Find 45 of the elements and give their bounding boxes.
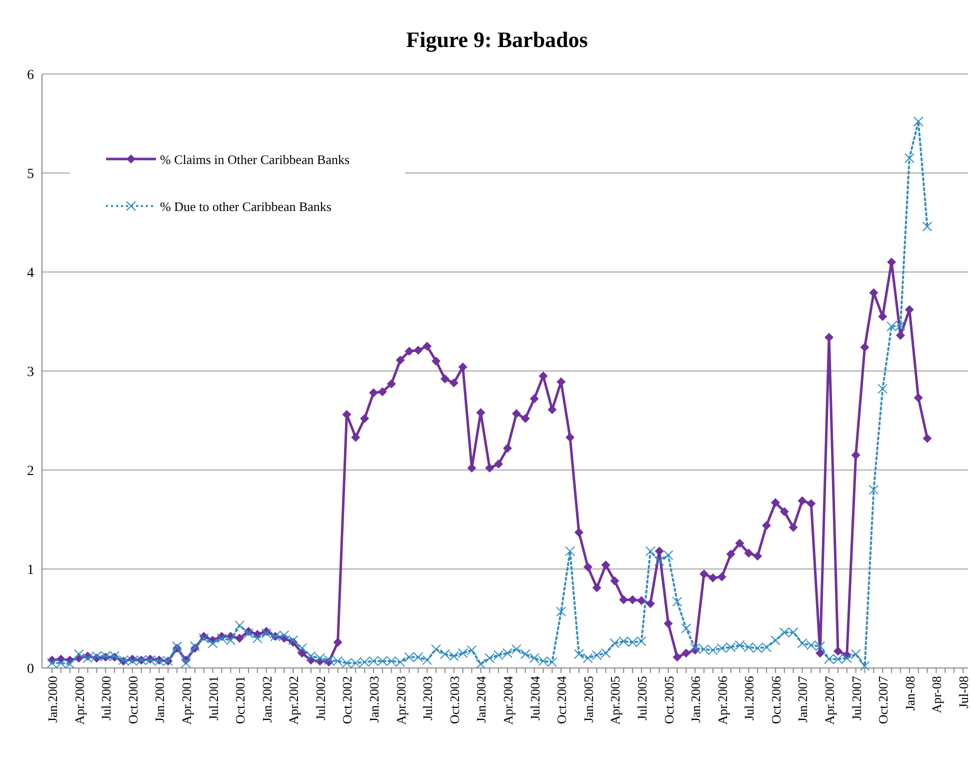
chart-title: Figure 9: Barbados	[406, 27, 588, 52]
x-tick-label: Oct.2004	[554, 676, 570, 724]
x-tick-label: Apr-08	[929, 676, 944, 714]
x-tick-label: Jan.2004	[474, 676, 489, 723]
y-tick-label: 5	[27, 167, 34, 182]
legend-label: % Claims in Other Caribbean Banks	[160, 152, 350, 167]
x-tick-label: Jul-08	[956, 676, 970, 708]
x-tick-label: Apr.2000	[72, 676, 87, 725]
x-tick-label: Apr.2001	[178, 676, 194, 725]
x-tick-label: Jul.2002	[312, 676, 328, 720]
x-tick-label: Jan-08	[902, 676, 918, 711]
x-tick-label: Jan.2003	[366, 676, 382, 723]
legend-label: % Due to other Caribbean Banks	[160, 199, 332, 214]
x-tick-label: Jan.2000	[45, 676, 60, 723]
y-tick-label: 4	[27, 266, 34, 281]
x-tick-label: Jan.2001	[152, 676, 168, 723]
x-tick-label: Oct.2001	[232, 676, 248, 724]
y-tick-label: 1	[27, 563, 34, 578]
x-tick-label: Jan.2002	[259, 676, 274, 723]
x-tick-label: Jul.2000	[98, 676, 114, 720]
y-tick-label: 2	[27, 464, 34, 479]
x-tick-label: Oct.2006	[768, 676, 784, 724]
x-tick-label: Oct.2002	[340, 676, 355, 724]
x-tick-label: Jan.2007	[795, 676, 810, 723]
x-tick-label: Oct.2007	[876, 676, 891, 724]
y-tick-label: 6	[27, 68, 34, 83]
x-tick-label: Jul.2004	[527, 676, 542, 720]
x-tick-label: Jan.2005	[580, 676, 596, 723]
x-tick-label: Apr.2002	[286, 676, 302, 725]
y-tick-label: 0	[27, 662, 34, 677]
x-tick-label: Jul.2005	[634, 676, 650, 720]
x-tick-label: Jul.2006	[742, 676, 757, 720]
x-tick-label: Apr.2007	[822, 676, 838, 725]
x-tick-label: Apr.2005	[608, 676, 623, 725]
x-tick-label: Oct.2003	[446, 676, 462, 724]
x-tick-label: Jul.2007	[848, 676, 864, 720]
x-tick-label: Apr.2006	[714, 676, 730, 725]
x-tick-label: Oct.2000	[125, 676, 140, 724]
x-tick-label: Oct.2005	[661, 676, 676, 724]
x-tick-label: Jul.2003	[420, 676, 436, 720]
x-tick-label: Apr.2003	[393, 676, 408, 725]
x-tick-label: Jul.2001	[206, 676, 221, 720]
x-tick-label: Jan.2006	[688, 676, 704, 723]
x-tick-label: Apr.2004	[500, 676, 516, 725]
y-tick-label: 3	[27, 365, 34, 380]
